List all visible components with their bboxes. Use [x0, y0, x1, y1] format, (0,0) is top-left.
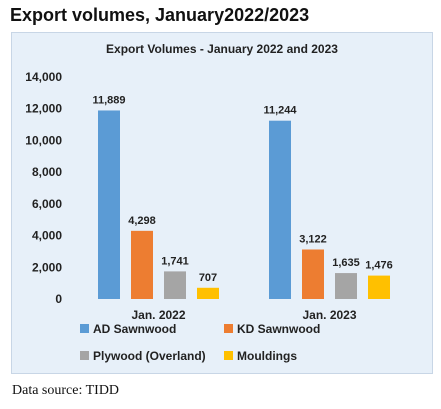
data-label: 1,476 — [365, 260, 393, 272]
bar-ad-sawnwood-1 — [269, 120, 291, 299]
legend-swatch — [224, 324, 233, 333]
bar-kd-sawnwood-1 — [302, 249, 324, 299]
chart-panel: Export Volumes - January 2022 and 2023 0 2… — [11, 32, 433, 374]
y-tick-label: 8,000 — [32, 165, 62, 179]
bar-ad-sawnwood-0 — [98, 110, 120, 299]
legend-swatch — [80, 351, 89, 360]
legend-label: Mouldings — [237, 349, 297, 363]
y-tick-label: 2,000 — [32, 260, 62, 274]
bar-kd-sawnwood-0 — [131, 230, 153, 299]
legend-label: KD Sawnwood — [237, 322, 320, 336]
legend-swatch — [80, 324, 89, 333]
y-tick-label: 12,000 — [25, 102, 62, 116]
data-label: 707 — [199, 272, 217, 284]
bar-mouldings-0 — [197, 287, 219, 299]
bar-plywood-overland-1 — [335, 273, 357, 299]
y-tick-label: 4,000 — [32, 229, 62, 243]
y-tick-label: 6,000 — [32, 197, 62, 211]
export-volumes-chart: Export Volumes - January 2022 and 2023 0 2… — [25, 42, 393, 363]
chart-title: Export Volumes - January 2022 and 2023 — [106, 42, 338, 56]
legend-label: Plywood (Overland) — [93, 349, 206, 363]
data-label: 11,244 — [263, 105, 297, 117]
y-tick-label: 14,000 — [25, 70, 62, 84]
data-label: 1,741 — [161, 255, 189, 267]
x-category-label: Jan. 2023 — [302, 308, 356, 322]
data-source-note: Data source: TIDD — [12, 383, 120, 398]
data-label: 11,889 — [92, 94, 125, 106]
y-tick-label: 0 — [55, 292, 62, 306]
legend-swatch — [224, 351, 233, 360]
legend-label: AD Sawnwood — [93, 322, 176, 336]
data-label: 3,122 — [299, 233, 327, 245]
page-title: Export volumes, January2022/2023 — [10, 5, 310, 25]
data-label: 1,635 — [332, 257, 360, 269]
data-label: 4,298 — [128, 215, 156, 227]
bar-mouldings-1 — [368, 275, 390, 299]
bar-plywood-overland-0 — [164, 271, 186, 299]
y-tick-label: 10,000 — [25, 133, 62, 147]
x-category-label: Jan. 2022 — [131, 308, 185, 322]
